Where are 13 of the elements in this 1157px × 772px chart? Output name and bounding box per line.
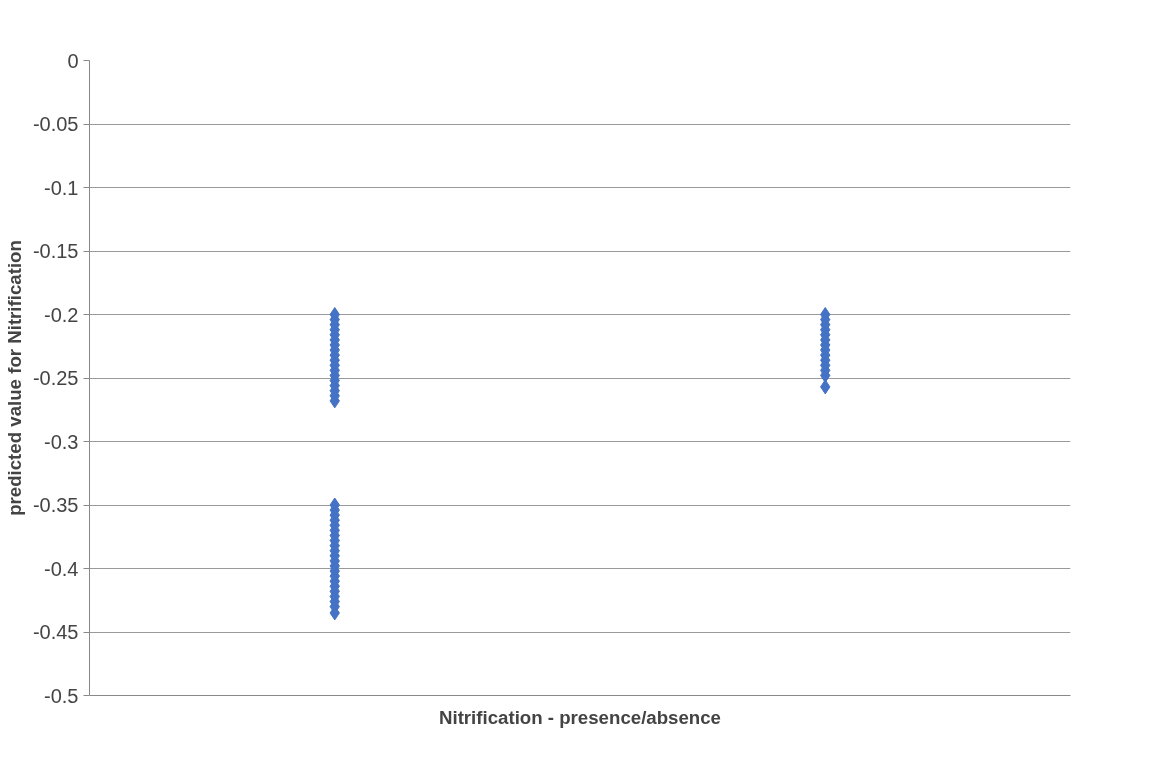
y-axis-title: predicted value for Nitrification: [3, 240, 25, 516]
y-tick-label: -0.3: [44, 430, 79, 453]
y-tick-label: -0.45: [32, 621, 79, 643]
y-tick-label: -0.25: [32, 367, 79, 389]
y-tick-label: -0.2: [44, 303, 79, 326]
y-tick-label: -0.5: [44, 684, 79, 707]
y-tick-label: 0: [67, 49, 79, 72]
y-tick-label: -0.1: [44, 176, 79, 199]
y-tick-label: -0.15: [32, 240, 79, 262]
y-tick-label: -0.05: [32, 113, 79, 135]
x-axis-title: Nitrification - presence/absence: [438, 706, 722, 728]
y-tick-label: -0.4: [44, 557, 79, 580]
y-tick-label: -0.35: [32, 494, 79, 516]
